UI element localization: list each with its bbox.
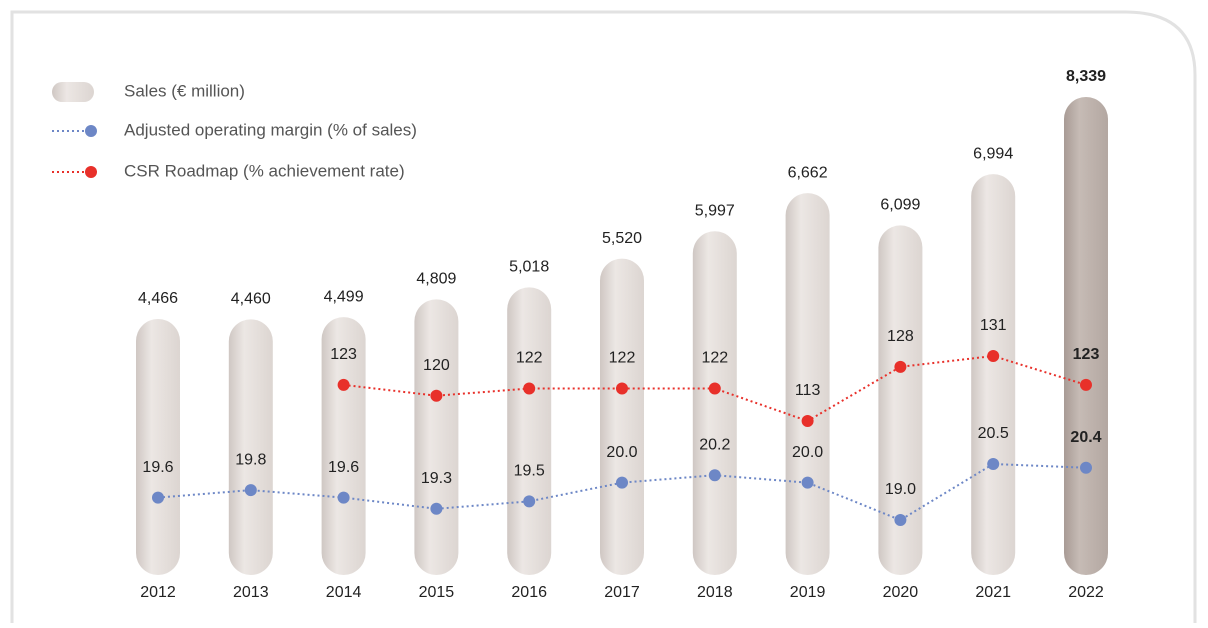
bar-value-label: 6,662 (788, 164, 828, 181)
bar (507, 287, 552, 575)
point (337, 378, 350, 391)
point-value-label: 123 (1073, 346, 1100, 363)
point-value-label: 20.4 (1070, 429, 1101, 446)
bar (785, 193, 830, 575)
point-value-label: 19.6 (142, 459, 173, 476)
bar (1064, 97, 1108, 575)
point (523, 495, 536, 508)
point (337, 491, 350, 504)
x-tick-label: 2019 (790, 584, 826, 601)
x-tick-label: 2018 (697, 584, 733, 601)
point-value-label: 122 (609, 350, 636, 367)
card-border (10, 10, 1197, 623)
point (1080, 461, 1092, 474)
point-value-label: 19.3 (421, 470, 452, 487)
legend-label: Adjusted operating margin (% of sales) (124, 120, 417, 139)
point (152, 491, 164, 504)
x-tick-label: 2013 (233, 584, 269, 601)
point-value-label: 20.0 (792, 444, 823, 461)
bar (321, 317, 366, 575)
bar (692, 231, 737, 575)
x-tick-label: 2012 (140, 584, 176, 601)
point (987, 350, 1000, 362)
bar-value-label: 6,994 (973, 145, 1013, 162)
bar-value-label: 5,018 (509, 259, 549, 276)
bar (878, 225, 923, 575)
point-value-label: 120 (423, 357, 450, 374)
point (894, 514, 907, 526)
point (801, 476, 814, 489)
legend-label: CSR Roadmap (% achievement rate) (124, 161, 405, 180)
point (523, 382, 536, 395)
point-value-label: 20.0 (606, 444, 637, 461)
x-tick-label: 2014 (326, 584, 362, 601)
legend-swatch (85, 166, 97, 178)
bar (971, 174, 1016, 575)
point (708, 469, 721, 482)
bar (136, 319, 180, 575)
x-tick-label: 2022 (1068, 584, 1104, 601)
point-value-label: 19.5 (514, 463, 545, 480)
point-value-label: 128 (887, 328, 914, 345)
point (708, 382, 721, 395)
point (430, 502, 443, 515)
bar-value-label: 4,466 (138, 290, 178, 307)
point-value-label: 123 (330, 346, 357, 363)
point-value-label: 20.2 (699, 436, 730, 453)
point-value-label: 122 (516, 350, 543, 367)
line (343, 354, 1087, 423)
bar-value-label: 8,339 (1066, 68, 1106, 85)
bar-value-label: 6,099 (880, 197, 920, 214)
x-tick-label: 2016 (511, 584, 547, 601)
point (801, 415, 814, 427)
point-value-label: 19.8 (235, 451, 266, 468)
bar (228, 319, 273, 575)
point (616, 476, 628, 489)
legend-label: Sales (€ million) (124, 81, 245, 100)
x-tick-label: 2020 (883, 584, 919, 601)
bar-value-label: 5,520 (602, 230, 642, 247)
legend: Sales (€ million) Adjusted operating mar… (52, 81, 417, 180)
point (987, 458, 1000, 470)
bar (600, 258, 644, 575)
point-value-label: 19.6 (328, 459, 359, 476)
line (157, 462, 1087, 522)
bar-value-label: 4,809 (416, 271, 456, 288)
x-tick-label: 2021 (975, 584, 1011, 601)
point (244, 484, 257, 497)
point-value-label: 19.0 (885, 481, 916, 498)
point-value-label: 20.5 (978, 425, 1009, 442)
point (894, 360, 907, 373)
point-value-label: 131 (980, 317, 1007, 334)
bar-value-label: 5,997 (695, 202, 735, 219)
legend-swatch (85, 125, 97, 137)
point (430, 389, 443, 402)
legend-swatch (52, 82, 94, 102)
x-tick-label: 2017 (604, 584, 640, 601)
point-value-label: 113 (795, 382, 821, 399)
point (1080, 378, 1092, 391)
point (616, 382, 628, 395)
point-value-label: 122 (701, 350, 728, 367)
bar-value-label: 4,499 (324, 288, 364, 305)
bar (414, 299, 459, 575)
x-tick-label: 2015 (419, 584, 455, 601)
bar-value-label: 4,460 (231, 291, 271, 308)
